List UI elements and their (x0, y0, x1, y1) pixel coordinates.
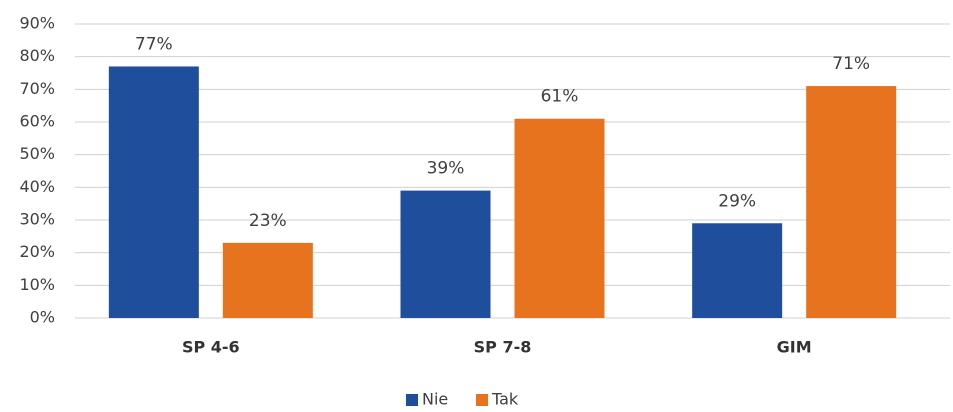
bar (514, 118, 605, 318)
bar (692, 223, 783, 318)
y-tick-label: 10% (19, 275, 55, 294)
x-tick-label: GIM (777, 338, 812, 357)
y-tick-label: 90% (19, 14, 55, 33)
y-tick-label: 70% (19, 79, 55, 98)
bar (222, 242, 313, 318)
bar (400, 190, 491, 318)
x-tick-label: SP 4-6 (182, 338, 240, 357)
value-label: 29% (718, 191, 756, 211)
y-tick-label: 30% (19, 210, 55, 229)
y-tick-label: 20% (19, 242, 55, 261)
x-tick-label: SP 7-8 (474, 338, 532, 357)
value-label: 77% (135, 34, 173, 54)
value-label: 61% (541, 87, 579, 107)
legend-swatch (476, 394, 488, 406)
y-tick-label: 0% (30, 308, 55, 327)
y-tick-label: 40% (19, 177, 55, 196)
value-label: 71% (832, 54, 870, 74)
y-tick-label: 60% (19, 112, 55, 131)
value-label: 39% (427, 159, 465, 179)
y-tick-label: 80% (19, 46, 55, 65)
legend-label: Nie (422, 390, 448, 409)
legend-label: Tak (491, 390, 519, 409)
bar (806, 86, 897, 318)
bar (108, 66, 199, 318)
value-label: 23% (249, 211, 287, 231)
y-tick-label: 50% (19, 144, 55, 163)
legend-swatch (406, 394, 418, 406)
